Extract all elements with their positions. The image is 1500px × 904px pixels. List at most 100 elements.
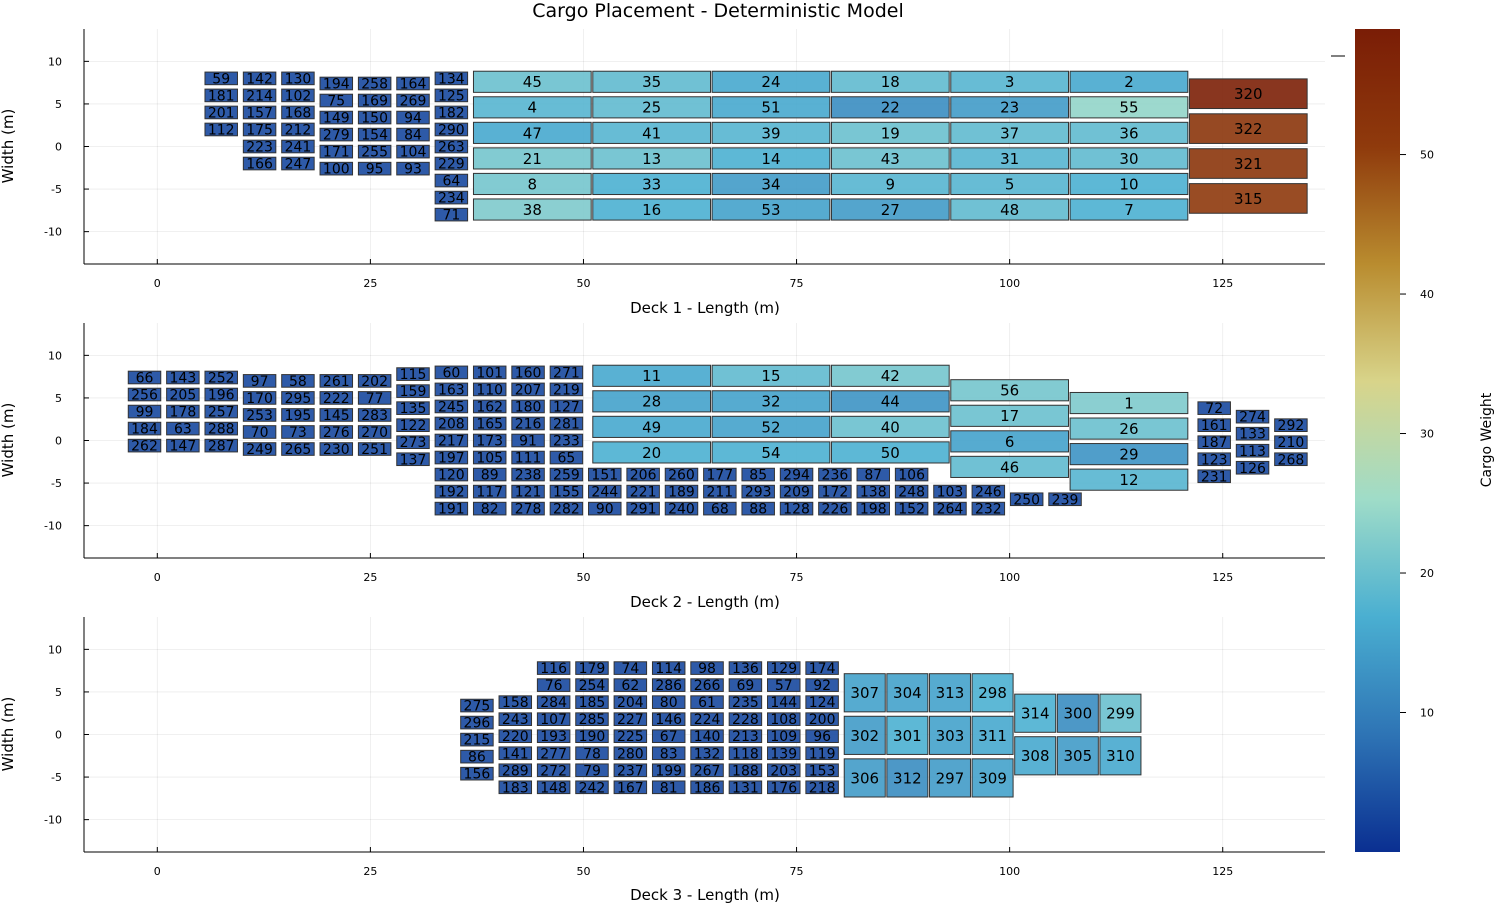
cargo-label: 51 [761, 99, 780, 117]
cargo-box [434, 484, 469, 499]
cargo-123: 123 [1197, 452, 1231, 468]
cargo-77: 77 [357, 391, 392, 407]
cargo-label: 268 [1278, 452, 1305, 468]
cargo-box [498, 729, 533, 744]
cargo-label: 160 [515, 365, 542, 381]
cargo-box [281, 374, 315, 388]
cargo-label: 60 [442, 365, 460, 381]
cargo-117: 117 [472, 484, 507, 501]
cargo-box [242, 425, 277, 439]
cargo-box [460, 732, 494, 747]
cargo-96: 96 [805, 729, 839, 745]
cargo-box [472, 147, 592, 170]
cargo-label: 273 [400, 435, 427, 451]
cargo-box [549, 450, 584, 465]
colorbar-tick-label: 30 [1420, 428, 1434, 441]
cargo-label: 150 [361, 111, 388, 127]
cargo-box [1014, 693, 1057, 733]
cargo-label: 277 [540, 746, 567, 762]
cargo-box [281, 88, 315, 103]
cargo-box [592, 172, 712, 196]
cargo-268: 268 [1274, 452, 1308, 468]
cargo-314: 314 [1014, 693, 1057, 733]
cargo-219: 219 [549, 382, 584, 398]
cargo-label: 270 [361, 425, 388, 441]
cargo-box [472, 467, 507, 482]
cargo-label: 245 [438, 399, 465, 415]
cargo-label: 32 [761, 393, 780, 411]
cargo-71: 71 [434, 208, 469, 224]
cargo-box [651, 678, 686, 692]
cargo-286: 286 [651, 678, 686, 694]
cargo-box [472, 484, 507, 499]
cargo-label: 115 [400, 367, 427, 383]
cargo-label: 188 [732, 763, 759, 779]
cargo-241: 241 [281, 140, 315, 156]
cargo-label: 247 [285, 157, 312, 173]
cargo-86: 86 [460, 750, 494, 766]
cargo-22: 22 [830, 96, 950, 119]
cargo-213: 213 [728, 729, 763, 745]
cargo-265: 265 [281, 442, 315, 458]
cargo-label: 127 [553, 399, 580, 415]
cargo-93: 93 [396, 162, 430, 178]
cargo-box [651, 763, 686, 778]
deck3-xlabel: Deck 3 - Length (m) [630, 886, 780, 904]
cargo-101: 101 [472, 365, 507, 381]
x-tick-label: 100 [999, 865, 1020, 878]
cargo-label: 241 [285, 140, 312, 156]
x-tick-label: 75 [790, 571, 804, 584]
cargo-45: 45 [472, 70, 592, 93]
cargo-label: 298 [978, 684, 1007, 702]
cargo-label: 225 [617, 729, 644, 745]
cargo-box [357, 93, 392, 108]
cargo-box [818, 501, 852, 516]
cargo-box [613, 678, 648, 692]
cargo-label: 117 [476, 485, 503, 501]
cargo-298: 298 [971, 673, 1014, 713]
cargo-box [1099, 693, 1142, 733]
cargo-box [549, 467, 584, 482]
cargo-box [511, 467, 545, 482]
cargo-box [592, 147, 712, 170]
cargo-128: 128 [779, 501, 814, 518]
cargo-21: 21 [472, 147, 592, 170]
x-tick-label: 25 [363, 571, 377, 584]
cargo-box [971, 758, 1014, 798]
cargo-label: 16 [642, 201, 661, 219]
cargo-80: 80 [651, 695, 686, 711]
cargo-label: 78 [583, 746, 601, 762]
cargo-box [319, 110, 354, 125]
cargo-box [434, 88, 469, 103]
cargo-113: 113 [1235, 444, 1270, 460]
cargo-label: 162 [476, 399, 503, 415]
cargo-box [626, 484, 660, 499]
cargo-149: 149 [319, 110, 354, 127]
cargo-box [592, 198, 712, 221]
cargo-label: 136 [732, 661, 759, 677]
cargo-box [575, 729, 609, 744]
cargo-box [575, 746, 609, 761]
cargo-box [767, 780, 801, 795]
cargo-label: 1 [1124, 394, 1134, 412]
cargo-label: 26 [1119, 420, 1138, 438]
cargo-label: 89 [481, 468, 499, 484]
colorbar-label: Cargo Weight [1479, 392, 1495, 488]
cargo-66: 66 [127, 371, 162, 387]
cargo-box [357, 127, 392, 142]
cargo-label: 91 [519, 434, 537, 450]
cargo-28: 28 [592, 390, 712, 413]
cargo-label: 81 [660, 780, 678, 796]
cargo-261: 261 [319, 374, 354, 390]
cargo-box [779, 501, 814, 516]
cargo-label: 229 [438, 157, 465, 173]
cargo-201: 201 [204, 105, 238, 121]
cargo-label: 200 [809, 712, 836, 728]
cargo-box [434, 156, 469, 171]
cargo-box [575, 712, 609, 726]
colorbar-tick-label: 40 [1420, 288, 1434, 301]
cargo-box [472, 172, 592, 196]
cargo-label: 240 [668, 502, 695, 518]
cargo-283: 283 [357, 408, 392, 424]
